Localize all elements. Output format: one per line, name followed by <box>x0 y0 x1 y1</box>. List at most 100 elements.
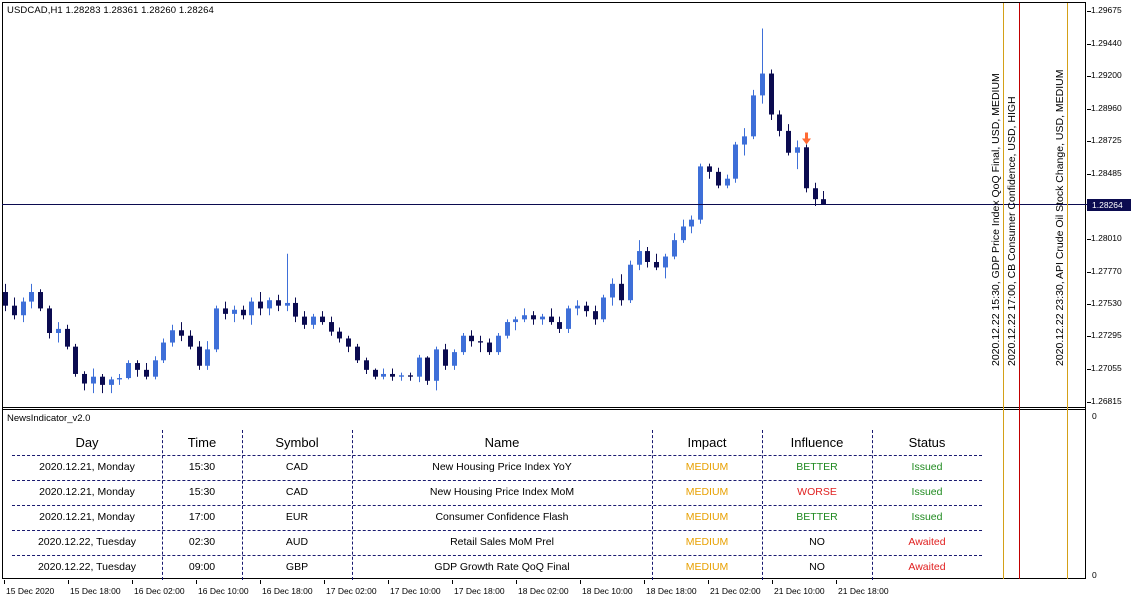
candle-body <box>100 376 105 385</box>
news-cell-day: 2020.12.22, Tuesday <box>37 561 137 573</box>
candle-body <box>619 283 624 301</box>
candle-body <box>73 346 78 374</box>
price-label: 1.27770 <box>1091 265 1122 276</box>
candle-body <box>628 264 633 301</box>
candle-body <box>645 251 650 262</box>
symbol-info: USDCAD,H1 1.28283 1.28361 1.28260 1.2826… <box>7 5 214 16</box>
candle-body <box>293 302 298 317</box>
news-cell-status: Issued <box>911 511 943 523</box>
candle-body <box>434 349 439 381</box>
candle-body <box>364 360 369 370</box>
time-label: 18 Dec 10:00 <box>582 586 633 596</box>
news-cell-name: New Housing Price Index YoY <box>432 461 572 473</box>
candle-body <box>117 378 122 380</box>
subwindow-divider[interactable] <box>2 407 1086 410</box>
candle-body <box>241 309 246 316</box>
candle-body <box>126 363 131 379</box>
news-cell-time: 02:30 <box>188 536 216 548</box>
news-cell-impact: MEDIUM <box>685 511 729 523</box>
col-header-symbol: Symbol <box>275 435 319 450</box>
candle-body <box>346 338 351 347</box>
candle-body <box>601 297 606 320</box>
candle-body <box>12 305 17 316</box>
price-label: 1.26815 <box>1091 395 1122 406</box>
candle-body <box>452 352 457 366</box>
candle-body <box>170 330 175 343</box>
news-cell-status: Awaited <box>908 536 946 548</box>
candle-body <box>575 305 580 309</box>
row-separator <box>12 455 982 456</box>
candle-body <box>320 316 325 323</box>
candle-body <box>311 316 316 325</box>
time-label: 15 Dec 18:00 <box>70 586 121 596</box>
candle-body <box>584 305 589 312</box>
candle-body <box>408 375 413 377</box>
event-line-gdp[interactable] <box>1003 3 1004 579</box>
time-tick <box>388 580 389 584</box>
candle-body <box>777 114 782 131</box>
event-line-api[interactable] <box>1067 3 1068 579</box>
event-line-cb[interactable] <box>1019 3 1020 579</box>
news-cell-symbol: CAD <box>285 461 309 473</box>
news-cell-influence: NO <box>809 536 825 548</box>
candle-body <box>557 322 562 329</box>
candle-body <box>267 300 272 309</box>
candle-body <box>698 166 703 220</box>
time-tick <box>644 580 645 584</box>
current-price-marker: 1.28264 <box>1087 198 1131 211</box>
time-tick <box>68 580 69 584</box>
candle-body <box>795 147 800 153</box>
candle-body <box>65 328 70 347</box>
news-cell-day: 2020.12.21, Monday <box>39 486 135 498</box>
candle-body <box>443 349 448 366</box>
row-separator <box>12 555 982 556</box>
candle-body <box>417 357 422 377</box>
candle-body <box>672 240 677 257</box>
candle-body <box>425 357 430 381</box>
price-label: 1.28485 <box>1091 167 1122 178</box>
candle-body <box>109 379 114 385</box>
event-label-cb: 2020.12.22 17:00, CB Consumer Confidence… <box>1006 96 1018 366</box>
candle-body <box>469 335 474 342</box>
price-axis[interactable]: 1.29675 1.29440 1.29200 1.28960 1.28725 1.284… <box>1087 0 1131 579</box>
price-label: 1.29440 <box>1091 37 1122 48</box>
candle-body <box>56 328 61 333</box>
col-header-name: Name <box>484 435 520 450</box>
candle-body <box>232 309 237 314</box>
candle-body <box>188 335 193 347</box>
news-cell-day: 2020.12.21, Monday <box>39 511 135 523</box>
candle-body <box>223 308 228 314</box>
candle-body <box>610 283 615 298</box>
price-label: 1.27295 <box>1091 330 1122 341</box>
news-cell-impact: MEDIUM <box>685 461 729 473</box>
candle-body <box>813 188 818 200</box>
candle-body <box>540 316 545 320</box>
candle-body <box>549 316 554 323</box>
time-label: 21 Dec 10:00 <box>774 586 825 596</box>
candle-body <box>522 315 527 320</box>
news-cell-day: 2020.12.22, Tuesday <box>37 536 137 548</box>
news-cell-time: 17:00 <box>188 511 216 523</box>
time-axis[interactable]: 15 Dec 2020 15 Dec 18:00 16 Dec 02:00 16 De… <box>0 580 1087 602</box>
candle-body <box>153 360 158 377</box>
price-label: 1.28725 <box>1091 135 1122 146</box>
candlestick-chart[interactable] <box>0 0 1087 407</box>
candle-body <box>496 335 501 353</box>
candle-body <box>3 292 8 306</box>
col-header-time: Time <box>187 435 217 450</box>
time-tick <box>580 580 581 584</box>
time-label: 16 Dec 18:00 <box>262 586 313 596</box>
news-cell-status: Issued <box>911 461 943 473</box>
price-tick <box>1087 401 1091 403</box>
news-cell-time: 09:00 <box>188 561 216 573</box>
candle-body <box>82 373 87 384</box>
candle-body <box>144 369 149 377</box>
time-label: 16 Dec 02:00 <box>134 586 185 596</box>
candle-body <box>285 302 290 306</box>
news-cell-impact: MEDIUM <box>685 536 729 548</box>
price-label: 1.27530 <box>1091 298 1122 309</box>
news-cell-time: 15:30 <box>188 486 216 498</box>
time-label: 21 Dec 18:00 <box>838 586 889 596</box>
candle-body <box>725 178 730 186</box>
candle-body <box>21 301 26 316</box>
